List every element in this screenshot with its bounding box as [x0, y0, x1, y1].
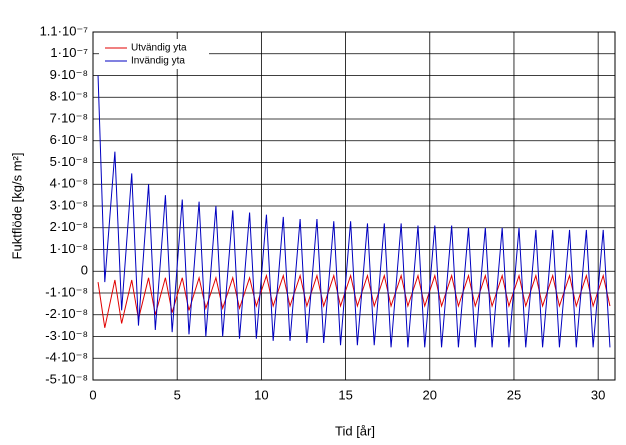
y-tick-label: 4·10⁻⁸	[50, 176, 88, 191]
y-tick-label: 6·10⁻⁸	[50, 132, 88, 147]
y-tick-label: 5·10⁻⁸	[50, 154, 88, 169]
x-tick-label: 20	[423, 387, 437, 402]
y-tick-label: 7·10⁻⁸	[50, 110, 88, 125]
y-tick-label: -3·10⁻⁸	[45, 328, 88, 343]
x-tick-label: 30	[591, 387, 605, 402]
y-tick-label: -5·10⁻⁸	[45, 371, 88, 386]
y-tick-label: 1·10⁻⁷	[50, 45, 88, 60]
x-tick-label: 25	[507, 387, 521, 402]
x-tick-label: 15	[338, 387, 352, 402]
x-tick-label: 0	[89, 387, 96, 402]
x-tick-label: 10	[254, 387, 268, 402]
y-tick-label: -2·10⁻⁸	[45, 306, 88, 321]
y-tick-label: 8·10⁻⁸	[50, 89, 88, 104]
y-tick-label: 0	[81, 263, 88, 278]
series-line	[97, 75, 611, 348]
y-tick-label: 1.1·10⁻⁷	[40, 23, 89, 38]
x-tick-label: 5	[174, 387, 181, 402]
x-axis-title: Tid [år]	[335, 423, 375, 438]
y-tick-label: 9·10⁻⁸	[50, 67, 88, 82]
legend-box	[99, 39, 209, 69]
y-tick-label: 2·10⁻⁸	[50, 219, 88, 234]
legend-label: Utvändig yta	[131, 43, 187, 54]
legend-label: Invändig yta	[131, 56, 185, 67]
y-tick-label: 1·10⁻⁸	[50, 241, 88, 256]
y-tick-label: 3·10⁻⁸	[50, 197, 88, 212]
y-tick-label: -4·10⁻⁸	[45, 350, 88, 365]
y-tick-label: -1·10⁻⁸	[45, 284, 88, 299]
y-axis-title: Fuktflöde [kg/s m²]	[9, 153, 24, 260]
plot-frame	[92, 31, 616, 381]
